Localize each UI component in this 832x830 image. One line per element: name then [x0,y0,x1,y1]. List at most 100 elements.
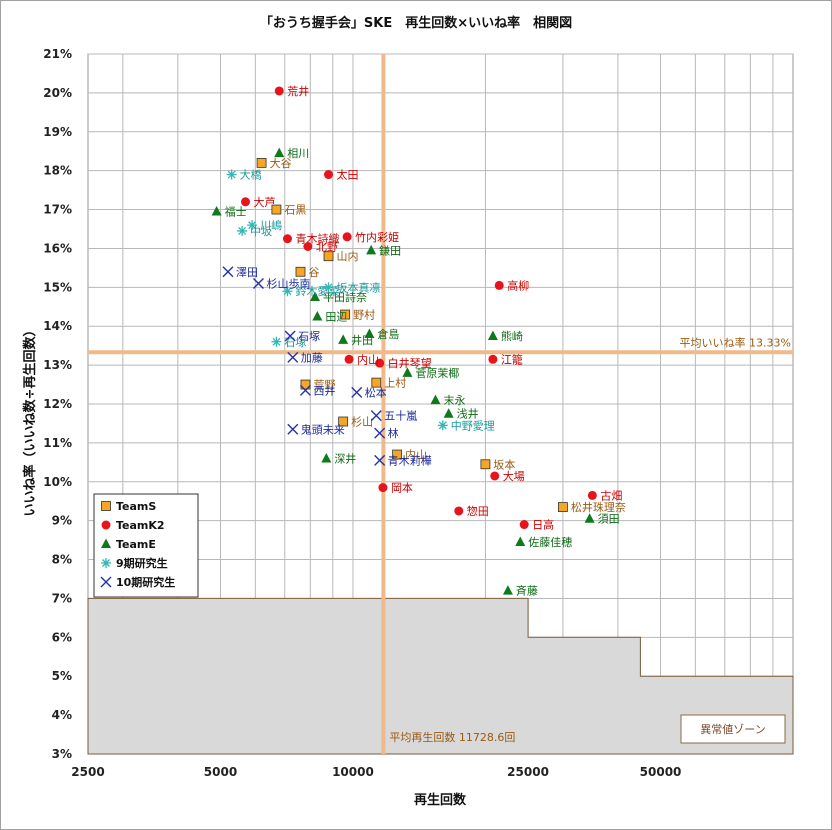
point-label: 加藤 [301,351,323,364]
point-label: 西井 [313,383,335,397]
point-label: 石黒 [284,204,306,217]
data-point [303,242,313,251]
data-point [312,311,323,321]
point-label: 菅原茉椰 [415,366,459,380]
data-point [287,351,299,363]
point-label: 斉藤 [516,584,538,598]
data-point [374,427,386,439]
point-label: 坂本 [493,457,515,471]
data-point [271,204,282,215]
point-label: 鎌田 [379,243,401,257]
data-point [375,358,385,368]
legend: TeamS TeamK2 TeamE 9期研究生 10期研究生 [93,493,199,598]
data-point [402,367,413,377]
data-point [226,169,237,180]
legend-marker [101,558,111,568]
point-label: 日高 [532,518,554,532]
data-point [437,420,448,431]
data-point [252,277,264,289]
point-label: 惣田 [467,504,489,518]
point-label: 石塚 [284,336,306,349]
data-point [342,232,352,242]
point-label: 大橋 [240,168,262,182]
point-label: 杉山歩南 [266,276,310,290]
legend-marker [101,501,111,511]
point-label: 上村 [384,376,406,390]
point-label: 福士 [225,205,247,219]
y-tick-label: 11% [43,436,72,450]
y-tick-label: 7% [52,591,72,605]
data-point [338,334,349,344]
y-tick-label: 16% [43,241,72,255]
point-label: 杉山 [351,415,373,429]
y-tick-label: 14% [43,319,72,333]
data-point [587,490,597,500]
data-point [300,379,311,390]
point-label: 竹内彩姫 [355,230,399,244]
y-tick-label: 5% [52,669,72,683]
data-point [299,384,311,396]
data-point [211,206,222,216]
data-point [282,234,292,244]
data-point [237,225,248,236]
data-point [584,513,595,523]
legend-entry: 9期研究生 [116,556,168,570]
point-label: 相川 [287,147,309,160]
y-tick-label: 20% [43,86,72,100]
point-label: 谷 [308,266,319,279]
data-point [515,536,526,547]
data-point [490,471,500,481]
point-label: 古畑 [600,489,622,502]
point-label: 倉島 [377,327,399,341]
data-point [287,423,299,435]
legend-marker [100,576,112,588]
point-label: 熊崎 [501,329,523,343]
data-point [256,157,267,168]
point-label: 大場 [503,469,525,483]
point-label: 岡本 [391,481,413,495]
data-point [519,520,529,530]
data-point [443,408,454,418]
y-axis-label: いいね率（いいね数÷再生回数） [22,324,38,517]
point-label: 坂本真凛 [337,280,381,294]
legend-marker [101,520,111,530]
data-point [344,354,354,364]
x-tick-label: 10000 [332,765,374,779]
point-label: 中坂 [250,225,272,238]
y-tick-label: 6% [52,630,72,644]
point-label: 浅井 [457,407,479,421]
point-label: 内山 [405,448,427,462]
legend-entry: TeamK2 [116,519,165,532]
x-axis-label: 再生回数 [414,792,467,808]
point-label: 内山 [357,352,379,366]
point-label: 白井琴望 [388,356,432,370]
abnormal-zone: 異常値ゾーン [87,597,794,755]
data-point [222,266,234,278]
data-point [274,147,285,158]
point-label: 江籠 [501,352,523,366]
point-label: 松井珠理奈 [571,500,626,514]
data-point [366,244,377,255]
data-point [295,266,306,277]
abnormal-zone-area [87,597,794,755]
abnormal-zone-box [680,714,786,744]
legend-box [93,493,199,598]
data-point [241,197,251,207]
data-point [247,220,258,231]
point-label: 北野 [316,241,338,254]
y-tick-label: 12% [43,397,72,411]
x-tick-label: 2500 [71,765,104,779]
y-tick-label: 4% [52,708,72,722]
point-label: 佐藤佳穂 [528,535,572,549]
point-label: 太田 [337,169,359,182]
point-label: 田辺 [325,311,347,324]
data-point [310,291,321,302]
y-tick-label: 8% [52,553,72,567]
point-label: 野村 [353,308,375,322]
data-point [364,328,375,338]
